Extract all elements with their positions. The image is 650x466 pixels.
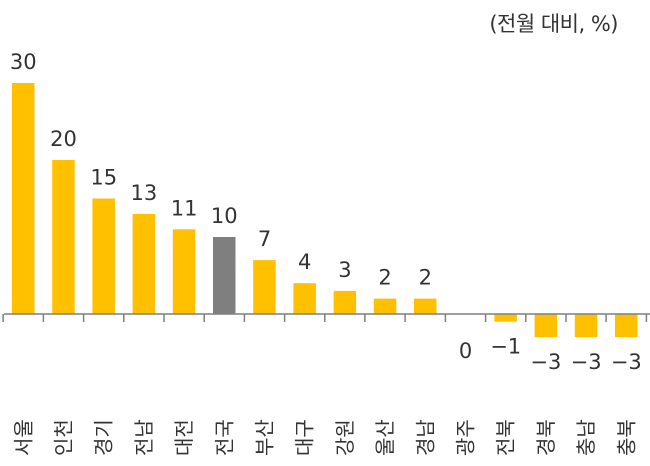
bars-group	[12, 83, 638, 338]
unit-label: (전월 대비, %)	[489, 12, 618, 36]
value-label-전북: −1	[490, 335, 521, 359]
category-label-대구: 대구	[293, 419, 317, 456]
bar-서울	[12, 83, 35, 314]
value-label-전남: 13	[131, 181, 158, 205]
bar-경남	[414, 298, 437, 314]
value-label-충남: −3	[571, 350, 602, 374]
value-label-강원: 3	[338, 258, 351, 282]
value-label-광주: 0	[459, 339, 472, 363]
category-label-경북: 경북	[534, 419, 558, 456]
bar-대구	[293, 283, 316, 314]
bar-충북	[615, 314, 638, 338]
value-label-울산: 2	[378, 266, 391, 290]
bar-강원	[333, 290, 357, 314]
category-label-전국: 전국	[212, 419, 236, 456]
value-label-부산: 7	[258, 227, 271, 251]
x-axis	[2, 313, 650, 322]
value-label-대전: 11	[171, 196, 198, 220]
category-label-광주: 광주	[454, 419, 478, 456]
value-label-경북: −3	[530, 350, 561, 374]
bar-경북	[534, 314, 558, 338]
value-label-경기: 15	[90, 166, 117, 190]
category-label-경남: 경남	[413, 419, 437, 456]
value-label-대구: 4	[298, 250, 311, 274]
bar-경기	[92, 198, 115, 314]
category-label-충북: 충북	[614, 419, 638, 456]
bar-충남	[574, 314, 598, 338]
category-label-울산: 울산	[373, 419, 397, 456]
value-label-충북: −3	[611, 350, 642, 374]
bar-전국	[213, 237, 236, 314]
category-label-서울: 서울	[11, 419, 35, 456]
category-label-부산: 부산	[253, 419, 277, 456]
bar-대전	[172, 229, 196, 314]
category-label-대전: 대전	[172, 419, 196, 456]
category-label-전북: 전북	[494, 419, 518, 456]
bar-부산	[253, 260, 276, 314]
category-labels: 서울 인천 경기 전남 대전 전국 부산 대구 강원 울산 경남 광주 전북 경북 충남 충북	[11, 419, 638, 456]
value-label-서울: 30	[10, 50, 37, 74]
category-label-충남: 충남	[574, 419, 598, 456]
category-label-경기: 경기	[92, 419, 116, 456]
category-label-전남: 전남	[132, 419, 156, 456]
value-label-인천: 20	[50, 127, 77, 151]
bar-인천	[52, 160, 75, 314]
bar-전북	[494, 314, 517, 322]
value-label-경남: 2	[419, 266, 432, 290]
category-label-강원: 강원	[333, 419, 357, 456]
bar-전남	[132, 213, 156, 314]
bar-울산	[373, 298, 397, 314]
value-label-전국: 10	[211, 204, 238, 228]
category-label-인천: 인천	[52, 419, 76, 456]
